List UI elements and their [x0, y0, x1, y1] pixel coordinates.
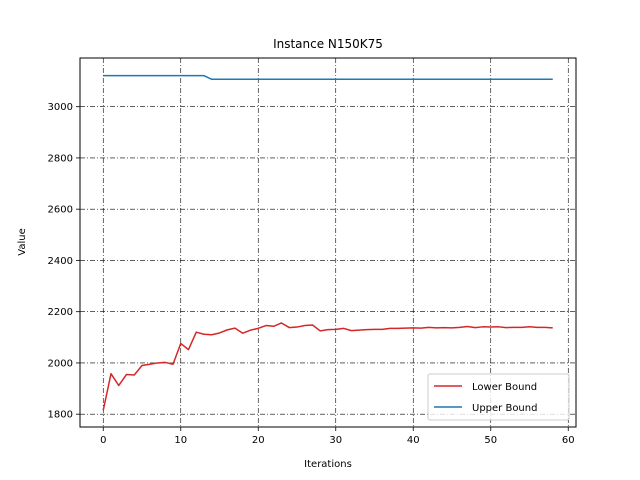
chart-title: Instance N150K75: [273, 37, 383, 51]
x-tick-label: 30: [329, 435, 342, 446]
x-axis-ticks: 0 10 20 30 40 50 60: [100, 427, 575, 446]
series-line-upper-bound: [103, 74, 553, 81]
y-tick-label: 3000: [48, 102, 73, 113]
series-line-lower-bound: [102, 322, 553, 411]
x-tick-label: 40: [407, 435, 420, 446]
x-tick-label: 50: [484, 435, 497, 446]
x-tick-label: 60: [562, 435, 575, 446]
y-tick-label: 2800: [48, 153, 73, 164]
y-tick-label: 1800: [48, 410, 73, 421]
y-tick-label: 2000: [48, 358, 73, 369]
y-axis-ticks: 1800 2000 2200 2400 2600 2800 3000: [48, 102, 80, 421]
legend-box: [427, 373, 570, 421]
legend-label-upper-bound: Upper Bound: [472, 403, 537, 414]
y-axis-label: Value: [17, 228, 28, 255]
plot-frame: [79, 57, 577, 428]
y-tick-label: 2400: [48, 256, 73, 267]
x-axis-label: Iterations: [304, 459, 352, 470]
legend: Lower Bound Upper Bound: [427, 373, 570, 421]
legend-label-lower-bound: Lower Bound: [472, 382, 537, 393]
x-tick-label: 0: [100, 435, 106, 446]
y-tick-label: 2200: [48, 307, 73, 318]
x-tick-label: 10: [174, 435, 187, 446]
x-tick-label: 20: [252, 435, 265, 446]
y-tick-label: 2600: [48, 205, 73, 216]
series-layer: [102, 74, 553, 411]
